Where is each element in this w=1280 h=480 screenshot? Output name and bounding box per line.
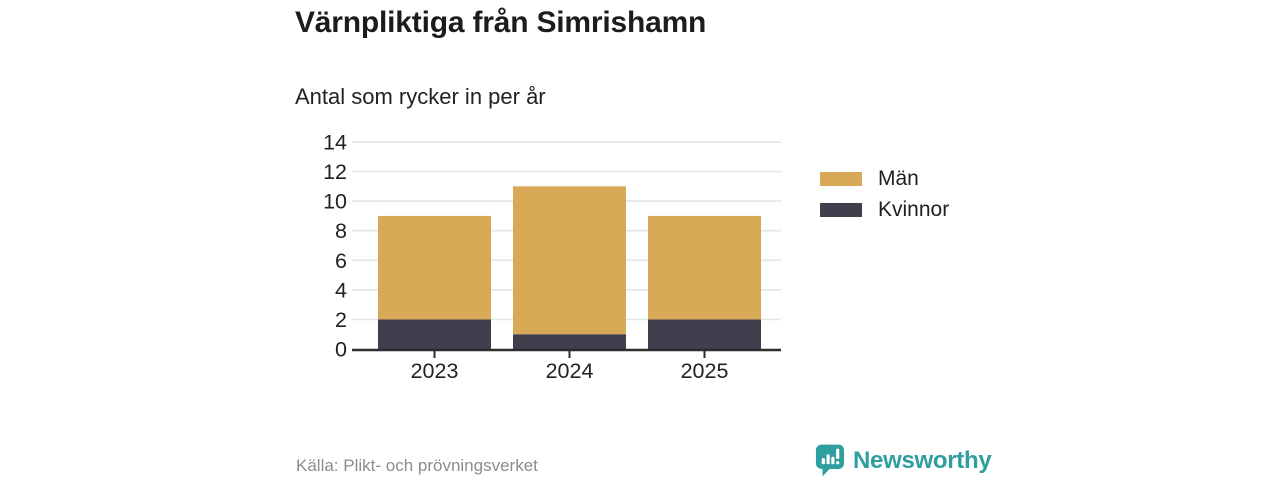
newsworthy-logo-text: Newsworthy: [853, 446, 992, 474]
y-axis-tick-label: 14: [323, 131, 347, 155]
y-axis-tick-label: 12: [323, 160, 347, 184]
y-axis-tick-label: 0: [335, 338, 347, 362]
legend-swatch-man: [820, 171, 862, 186]
bar-segment-män-2023: [378, 215, 491, 320]
bar-segment-kvinnor-2023: [378, 319, 491, 349]
legend-item-kvinnor: Kvinnor: [820, 194, 949, 225]
y-axis-tick-label: 6: [335, 249, 347, 273]
bar-segment-kvinnor-2024: [513, 334, 626, 349]
legend-label-kvinnor: Kvinnor: [878, 197, 950, 221]
newsworthy-brand: Newsworthy: [815, 444, 992, 477]
bar-segment-män-2024: [513, 186, 626, 335]
bar-segment-kvinnor-2025: [648, 319, 761, 349]
source-note: Källa: Plikt- och prövningsverket: [296, 456, 538, 475]
legend: Män Kvinnor: [820, 163, 949, 225]
y-axis-tick-label: 10: [323, 190, 347, 214]
legend-label-man: Män: [878, 166, 919, 190]
legend-item-man: Män: [820, 163, 949, 194]
bar-segment-män-2025: [648, 215, 761, 320]
newsworthy-logo-icon: [815, 444, 845, 477]
chart-subtitle: Antal som rycker in per år: [295, 84, 546, 109]
y-axis-tick-label: 2: [335, 308, 347, 332]
x-axis-tick-label: 2023: [411, 359, 459, 383]
x-axis-tick-label: 2025: [681, 359, 729, 383]
legend-swatch-kvinnor: [820, 202, 862, 217]
chart-title: Värnpliktiga från Simrishamn: [295, 6, 707, 39]
y-axis-tick-label: 8: [335, 219, 347, 243]
x-axis-tick-label: 2024: [546, 359, 594, 383]
y-axis-tick-label: 4: [335, 278, 347, 302]
